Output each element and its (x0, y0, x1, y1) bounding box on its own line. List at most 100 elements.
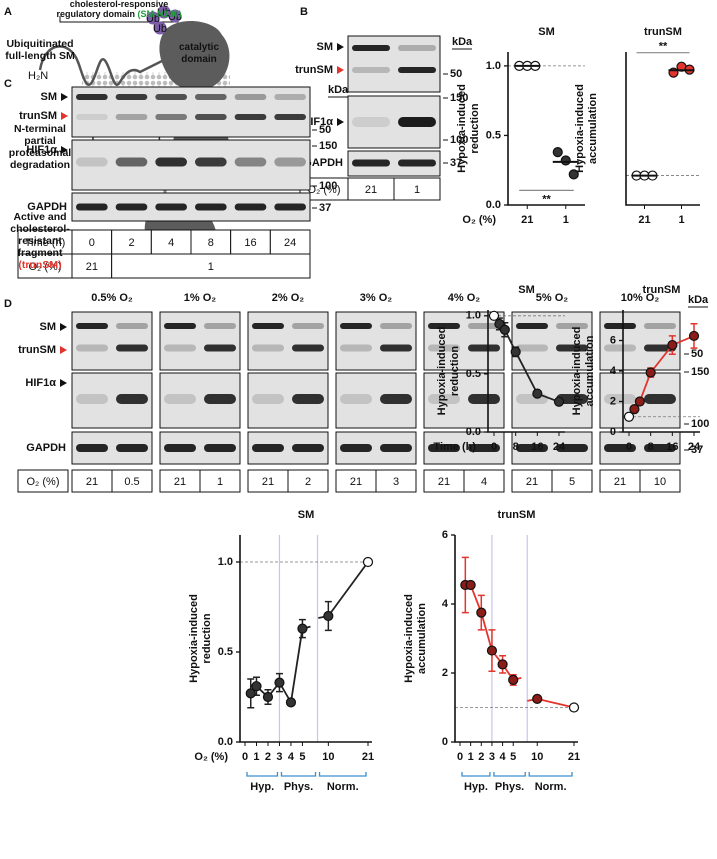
band (428, 394, 460, 404)
data-point (645, 367, 656, 378)
band (234, 114, 267, 120)
band (252, 444, 284, 452)
blot (247, 311, 329, 371)
domain-label: cholesterol-responsive regulatory domain… (52, 0, 186, 19)
band (116, 344, 148, 352)
y-axis-label: accumulation (587, 93, 599, 164)
chart-title: SM (298, 509, 315, 521)
significance-label: ** (542, 193, 551, 205)
band-label: trunSM (295, 64, 333, 76)
marker-label: 100 (691, 418, 709, 430)
table-cell (71, 229, 113, 255)
band-pointer (60, 323, 67, 331)
data-point (274, 677, 285, 688)
x-tick-label: 3 (276, 751, 282, 763)
x-tick-label: 2 (265, 751, 271, 763)
data-point (285, 697, 297, 708)
ubiquitin (168, 9, 182, 23)
table-cell (199, 469, 241, 493)
x-tick-label: 21 (638, 214, 650, 226)
y-tick-label: 0.5 (486, 129, 501, 141)
kda-label: kDa (328, 84, 349, 96)
band-pointer (337, 43, 344, 51)
chart-title: trunSM (498, 509, 536, 521)
y-tick-label: 0.0 (486, 199, 501, 211)
band-label: GAPDH (303, 157, 343, 169)
y-tick-label: 0.5 (218, 646, 233, 658)
lane-label: 21 (365, 184, 377, 196)
table-cell (393, 177, 441, 201)
data-point (568, 169, 579, 180)
data-point (251, 681, 262, 692)
kda-label: kDa (688, 294, 709, 306)
band (516, 344, 548, 352)
table-label: Time (h) (25, 237, 66, 249)
x-tick-label: 0 (626, 441, 632, 453)
x-tick-label: 0 (242, 751, 248, 763)
data-point (667, 339, 678, 351)
band (398, 159, 436, 167)
region-label: Norm. (535, 781, 567, 793)
band (234, 94, 267, 100)
o2-label: 21 (86, 261, 98, 273)
protein-chain (38, 45, 169, 86)
step-label: Ubiquitinated full-length SM (5, 38, 75, 62)
band-pointer (61, 112, 68, 120)
x-tick-label: 21 (521, 214, 533, 226)
band (340, 344, 372, 352)
data-point (476, 607, 487, 618)
band (116, 444, 148, 452)
marker-label: 50 (319, 124, 331, 136)
y-tick-label: 0.0 (218, 736, 233, 748)
marker-label: 37 (691, 444, 703, 456)
x-tick-label: 1 (678, 214, 684, 226)
band-pointer (61, 146, 68, 154)
x-tick-label: 21 (362, 751, 374, 763)
band (76, 114, 108, 120)
x-tick-label: 8 (513, 441, 519, 453)
region-bracket (318, 772, 367, 777)
band (76, 394, 108, 404)
band (556, 323, 588, 329)
band (195, 94, 227, 100)
band (292, 394, 324, 404)
marker-label: 50 (450, 68, 462, 80)
data-point (634, 396, 645, 407)
band (252, 344, 284, 352)
blot (71, 192, 311, 222)
table-cell (551, 469, 593, 493)
region-label: Hyp. (250, 781, 274, 793)
fragment-tag: (trunSM) (18, 259, 62, 271)
group-header: 3% O₂ (360, 292, 393, 304)
region-bracket (246, 772, 279, 777)
data-point (497, 659, 508, 670)
catalytic-blob (159, 20, 230, 91)
ubiquitin (146, 11, 160, 25)
band (352, 67, 390, 73)
region-bracket (528, 772, 573, 777)
band (292, 344, 324, 352)
marker-label: 100 (319, 180, 337, 192)
band (115, 157, 148, 167)
x-tick-label: 4 (500, 751, 507, 763)
band (468, 323, 500, 329)
step-text: Active and cholesterol-resistant fragmen… (10, 211, 70, 259)
region-bracket (461, 772, 491, 777)
band (274, 114, 306, 120)
o2-label: 1 (208, 261, 214, 273)
ubiquitin-label: Ub (157, 7, 171, 19)
band (164, 344, 196, 352)
data-point (488, 310, 500, 321)
step-label: Active and cholesterol-resistant fragmen… (0, 211, 80, 271)
y-tick-label: 1.0 (486, 60, 501, 72)
chart-title: SM (518, 284, 535, 296)
band (380, 394, 412, 404)
band (274, 203, 306, 211)
x-tick-label: 0 (491, 441, 497, 453)
y-axis-label: Hypoxia-induced (403, 594, 415, 683)
band-label: SM (40, 321, 57, 333)
chart-title: trunSM (643, 284, 681, 296)
group-header: 2% O₂ (272, 292, 305, 304)
band (556, 444, 588, 452)
